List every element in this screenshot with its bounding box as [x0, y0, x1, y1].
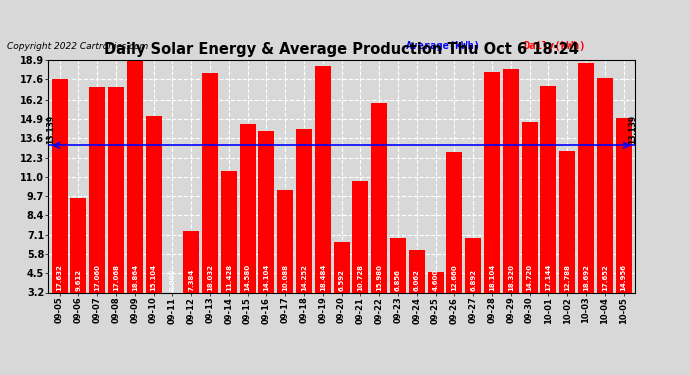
- Text: 6.892: 6.892: [470, 269, 476, 291]
- Text: 18.104: 18.104: [489, 264, 495, 291]
- Text: 18.320: 18.320: [508, 264, 514, 291]
- Bar: [353, 181, 368, 292]
- Text: 17.060: 17.060: [94, 264, 100, 291]
- Text: 14.104: 14.104: [264, 264, 269, 291]
- Bar: [522, 122, 538, 292]
- Text: 13.139: 13.139: [46, 115, 55, 144]
- Bar: [484, 72, 500, 292]
- Text: 14.252: 14.252: [301, 264, 307, 291]
- Text: 6.062: 6.062: [414, 269, 420, 291]
- Title: Daily Solar Energy & Average Production Thu Oct 6 18:24: Daily Solar Energy & Average Production …: [104, 42, 579, 57]
- Text: 17.632: 17.632: [57, 264, 63, 291]
- Bar: [127, 60, 143, 292]
- Bar: [52, 79, 68, 292]
- Bar: [89, 87, 105, 292]
- Text: 14.720: 14.720: [526, 264, 533, 291]
- Bar: [428, 272, 444, 292]
- Bar: [296, 129, 312, 292]
- Text: 10.088: 10.088: [282, 264, 288, 291]
- Text: 15.980: 15.980: [376, 264, 382, 291]
- Text: 6.856: 6.856: [395, 269, 401, 291]
- Bar: [315, 66, 331, 292]
- Bar: [221, 171, 237, 292]
- Bar: [239, 124, 255, 292]
- Bar: [540, 86, 556, 292]
- Bar: [465, 238, 481, 292]
- Bar: [70, 198, 86, 292]
- Text: Copyright 2022 Cartronics.com: Copyright 2022 Cartronics.com: [7, 42, 148, 51]
- Bar: [371, 103, 387, 292]
- Text: 14.956: 14.956: [620, 264, 627, 291]
- Text: Daily(kWh): Daily(kWh): [524, 40, 586, 51]
- Text: 7.384: 7.384: [188, 268, 194, 291]
- Bar: [202, 73, 218, 292]
- Text: 18.692: 18.692: [583, 264, 589, 291]
- Text: 18.864: 18.864: [132, 264, 138, 291]
- Text: 18.484: 18.484: [319, 264, 326, 291]
- Bar: [503, 69, 519, 292]
- Bar: [597, 78, 613, 292]
- Text: 17.144: 17.144: [545, 264, 551, 291]
- Bar: [390, 238, 406, 292]
- Text: 9.612: 9.612: [75, 269, 81, 291]
- Text: 15.104: 15.104: [150, 264, 157, 291]
- Text: 17.652: 17.652: [602, 264, 608, 291]
- Text: 12.660: 12.660: [451, 264, 457, 291]
- Bar: [333, 242, 350, 292]
- Text: 0.000: 0.000: [169, 269, 175, 291]
- Text: 4.600: 4.600: [433, 269, 439, 291]
- Text: 14.580: 14.580: [244, 264, 250, 291]
- Text: 13.139: 13.139: [629, 115, 638, 144]
- Bar: [277, 190, 293, 292]
- Bar: [578, 63, 594, 292]
- Bar: [258, 131, 275, 292]
- Bar: [408, 250, 425, 292]
- Bar: [615, 118, 631, 292]
- Bar: [146, 116, 161, 292]
- Text: Average(kWh): Average(kWh): [406, 41, 481, 51]
- Text: 10.728: 10.728: [357, 264, 364, 291]
- Bar: [446, 152, 462, 292]
- Text: 18.032: 18.032: [207, 264, 213, 291]
- Text: 17.068: 17.068: [113, 264, 119, 291]
- Text: 12.788: 12.788: [564, 264, 570, 291]
- Text: 11.428: 11.428: [226, 264, 232, 291]
- Bar: [559, 150, 575, 292]
- Text: 6.592: 6.592: [339, 269, 344, 291]
- Bar: [183, 231, 199, 292]
- Bar: [108, 87, 124, 292]
